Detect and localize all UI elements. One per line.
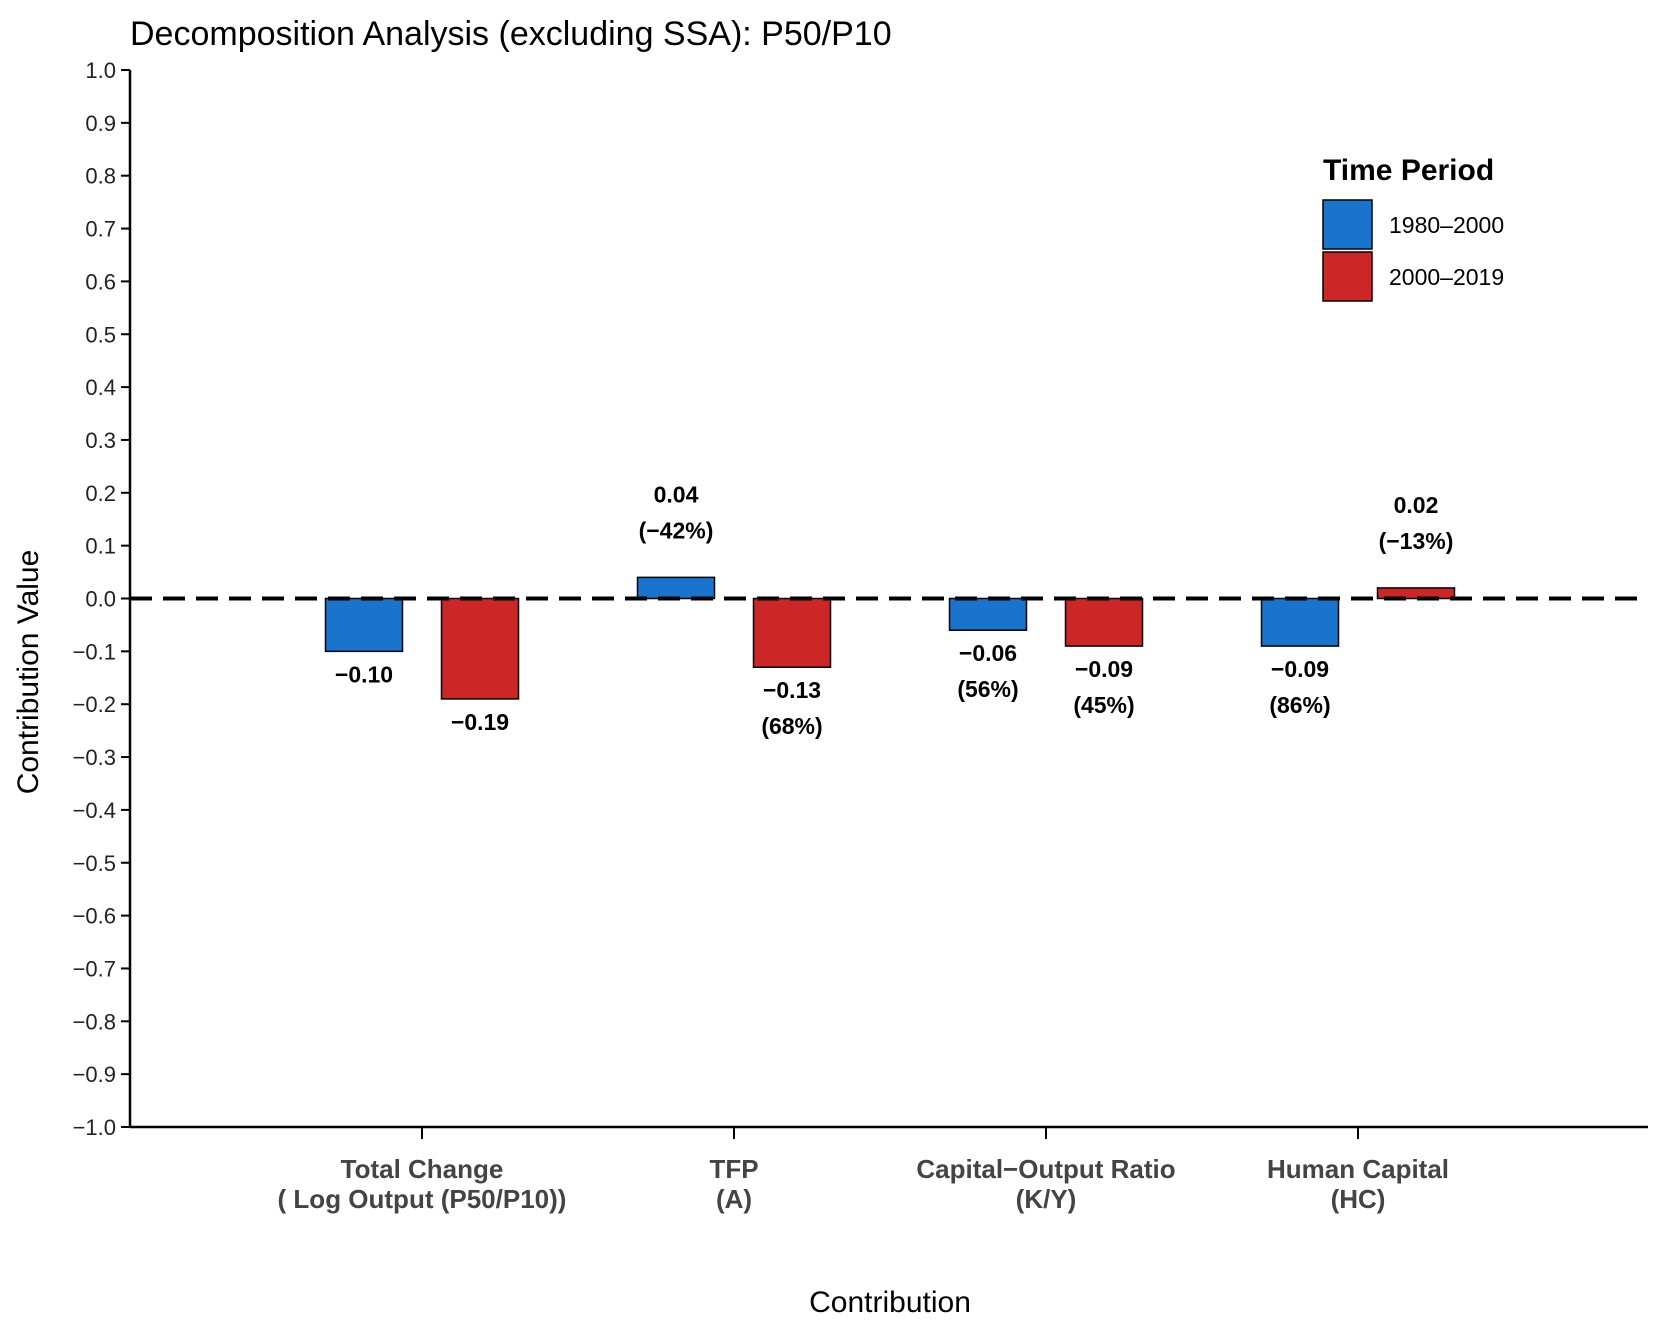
legend-swatch xyxy=(1322,199,1373,250)
y-tick-label: 0.8 xyxy=(85,164,116,189)
bar xyxy=(636,576,716,600)
y-tick-label: 0.2 xyxy=(85,481,116,506)
y-tick-label: −0.3 xyxy=(73,745,116,770)
y-tick-label: 0.6 xyxy=(85,269,116,294)
y-tick-label: −0.7 xyxy=(73,956,116,981)
data-label-percent: (86%) xyxy=(1269,692,1330,718)
x-category-label: TFP xyxy=(709,1154,758,1184)
data-label: −0.09 xyxy=(1075,656,1133,682)
y-tick-label: 1.0 xyxy=(85,58,116,83)
legend-label: 1980–2000 xyxy=(1389,212,1504,238)
y-tick-label: 0.4 xyxy=(85,375,116,400)
y-tick-label: −0.9 xyxy=(73,1062,116,1087)
bar xyxy=(324,597,404,653)
bars xyxy=(324,576,1456,700)
y-tick-label: −1.0 xyxy=(73,1115,116,1140)
x-axis-label: Contribution xyxy=(809,1286,971,1319)
x-category-sublabel: (K/Y) xyxy=(1016,1184,1077,1214)
y-tick-label: 0.9 xyxy=(85,111,116,136)
chart-title: Decomposition Analysis (excluding SSA): … xyxy=(130,15,892,53)
data-label: −0.10 xyxy=(335,661,393,687)
data-label: 0.02 xyxy=(1394,492,1439,518)
y-tick-label: 0.1 xyxy=(85,534,116,559)
data-label-percent: (68%) xyxy=(761,713,822,739)
y-axis-label: Contribution Value xyxy=(12,550,45,795)
data-label-percent: (45%) xyxy=(1073,692,1134,718)
x-category-sublabel: (HC) xyxy=(1331,1184,1386,1214)
bar xyxy=(948,597,1028,631)
y-tick-label: 0.7 xyxy=(85,217,116,242)
bar xyxy=(440,597,520,700)
data-label-percent: (56%) xyxy=(957,676,1018,702)
data-label: −0.13 xyxy=(763,677,821,703)
legend-title: Time Period xyxy=(1323,154,1494,187)
y-tick-label: 0.5 xyxy=(85,322,116,347)
x-category-label: Human Capital xyxy=(1267,1154,1449,1184)
data-label: −0.06 xyxy=(959,640,1017,666)
y-axis: 1.0 0.9 0.8 0.7 0.6 0.5 0.4 0.3 0.2 0.1 0.0 −0.1 −0.… xyxy=(73,58,132,1140)
y-tick-label: −0.1 xyxy=(73,639,116,664)
x-category-sublabel: ( Log Output (P50/P10)) xyxy=(278,1184,567,1214)
bar xyxy=(1064,597,1144,647)
bar xyxy=(1260,597,1340,647)
legend-swatch xyxy=(1322,251,1373,302)
data-labels: −0.10 0.04 (−42%) −0.06 (56%) −0.09 (86%) −0.19… xyxy=(335,481,1454,739)
legend-label: 2000–2019 xyxy=(1389,264,1504,290)
legend: Time Period 1980–2000 2000–2019 xyxy=(1322,154,1504,302)
x-category-sublabel: (A) xyxy=(716,1184,752,1214)
y-tick-label: −0.6 xyxy=(73,904,116,929)
x-category-label: Total Change xyxy=(341,1154,504,1184)
x-category-label: Capital−Output Ratio xyxy=(916,1154,1175,1184)
data-label-percent: (−13%) xyxy=(1379,528,1454,554)
y-tick-label: 0.3 xyxy=(85,428,116,453)
y-tick-label: 0.0 xyxy=(85,587,116,612)
data-label: −0.19 xyxy=(451,709,509,735)
bar xyxy=(1376,587,1456,600)
data-label-percent: (−42%) xyxy=(639,517,714,543)
y-tick-label: −0.8 xyxy=(73,1009,116,1034)
bar xyxy=(752,597,832,668)
y-tick-label: −0.4 xyxy=(73,798,116,823)
y-tick-label: −0.5 xyxy=(73,851,116,876)
data-label: 0.04 xyxy=(654,481,699,507)
x-axis: Total Change( Log Output (P50/P10)) TFP(A… xyxy=(130,1125,1648,1214)
data-label: −0.09 xyxy=(1271,656,1329,682)
y-tick-label: −0.2 xyxy=(73,692,116,717)
